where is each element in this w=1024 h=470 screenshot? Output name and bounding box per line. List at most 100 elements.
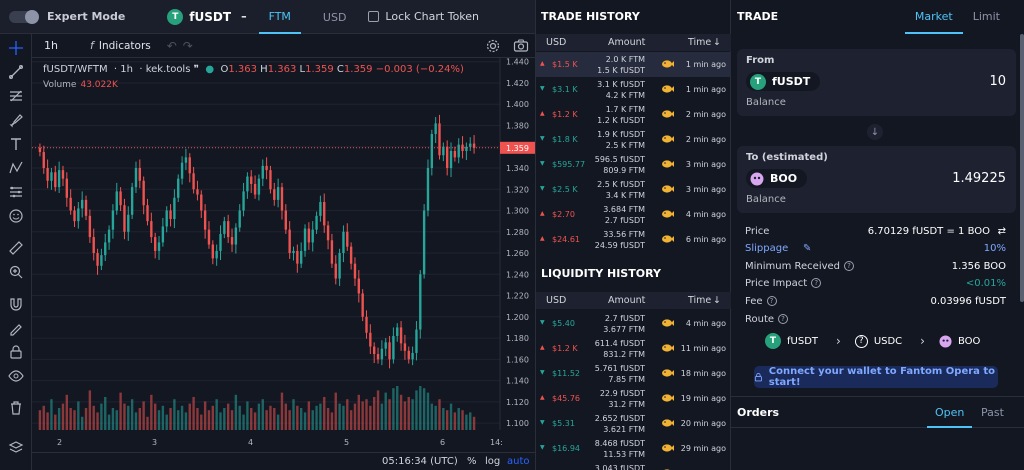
- pattern-tool-icon[interactable]: [8, 160, 24, 176]
- candlestick-chart[interactable]: 1.4401.4201.4001.3801.3601.3401.3201.300…: [32, 58, 535, 452]
- from-balance: Balance: [746, 97, 786, 108]
- to-token-selector[interactable]: BOO: [746, 169, 808, 188]
- history-row[interactable]: ▼3.043 fUSDT: [536, 461, 732, 470]
- percent-toggle[interactable]: %: [467, 456, 477, 467]
- auto-toggle[interactable]: auto: [507, 456, 530, 467]
- eye-icon[interactable]: [8, 368, 24, 384]
- brush-icon[interactable]: [8, 112, 24, 128]
- volume-bar: [161, 405, 165, 430]
- col-amount[interactable]: Amount: [608, 37, 646, 48]
- emoji-icon[interactable]: [8, 208, 24, 224]
- candle-body: [357, 278, 361, 294]
- gear-icon[interactable]: [485, 38, 501, 54]
- trend-line-icon[interactable]: [8, 64, 24, 80]
- amount-out: 809.9: [603, 166, 627, 175]
- slippage-value: 10%: [983, 243, 1006, 254]
- interval-selector[interactable]: 1h: [44, 39, 58, 52]
- help-icon[interactable]: ?: [811, 278, 822, 288]
- ruler-icon[interactable]: [8, 240, 24, 256]
- history-row[interactable]: ▲ $1.2 K 1.7 K FTM 1.2 K fUSDT 2 min ago: [536, 102, 732, 127]
- magnet-icon[interactable]: [8, 296, 24, 312]
- candle-body: [361, 293, 364, 317]
- candle-body: [346, 231, 349, 247]
- history-row[interactable]: ▼ $3.1 K 3.1 K fUSDT 4.2 K FTM 1 min ago: [536, 77, 732, 102]
- tab-market[interactable]: Market: [904, 0, 963, 34]
- amount-in: 3.1 K: [597, 80, 618, 89]
- swap-direction-icon[interactable]: ↓: [867, 124, 883, 140]
- help-icon[interactable]: ?: [778, 314, 789, 324]
- volume-bar: [388, 399, 391, 430]
- history-row[interactable]: ▲ $24.61 33.56 FTM 24.59 fUSDT 6 min ago: [536, 227, 732, 252]
- log-toggle[interactable]: log: [485, 456, 501, 467]
- unit-in: FTM: [628, 230, 645, 239]
- edit-slippage-icon[interactable]: ✎: [803, 243, 812, 254]
- time-ago: 20 min ago: [680, 419, 726, 428]
- amount-cell: 3.684 FTM 2.7 fUSDT: [603, 204, 645, 226]
- usd-value: $3.1 K: [552, 85, 578, 94]
- candle-body: [299, 250, 303, 264]
- sort-down-icon[interactable]: ↓: [713, 295, 721, 306]
- col-time[interactable]: Time: [688, 37, 712, 48]
- history-row[interactable]: ▲ $1.5 K 2.0 K FTM 1.5 K fUSDT 1 min ago: [536, 52, 732, 77]
- history-row[interactable]: ▼ $2.5 K 2.5 K fUSDT 3.4 K FTM 3 min ago: [536, 177, 732, 202]
- unit-in: fUSDT: [620, 180, 645, 189]
- min-received-value: 1.356 BOO: [951, 261, 1006, 272]
- sort-down-icon[interactable]: ↓: [713, 37, 721, 48]
- expert-mode-toggle[interactable]: [9, 9, 39, 24]
- history-row[interactable]: ▼ $1.8 K 1.9 K fUSDT 2.5 K FTM 2 min ago: [536, 127, 732, 152]
- history-row[interactable]: ▼ $11.52 5.761 fUSDT 7.85 FTM 18 min ago: [536, 361, 732, 386]
- fib-retracement-icon[interactable]: [8, 88, 24, 104]
- redo-icon[interactable]: ↷: [182, 38, 193, 53]
- stay-in-drawing-icon[interactable]: [8, 320, 24, 336]
- history-row[interactable]: ▲ $45.76 22.9 fUSDT 31.2 FTM 19 min ago: [536, 386, 732, 411]
- history-row[interactable]: ▼ $5.31 2.652 fUSDT 3.621 FTM 20 min ago: [536, 411, 732, 436]
- col-time[interactable]: Time: [688, 295, 712, 306]
- layers-icon[interactable]: [8, 440, 24, 456]
- history-row[interactable]: ▼ $595.77 596.5 fUSDT 809.9 FTM 3 min ago: [536, 152, 732, 177]
- tab-limit[interactable]: Limit: [972, 10, 1000, 23]
- tab-quote-ftm[interactable]: FTM: [258, 0, 301, 34]
- trash-icon[interactable]: [8, 400, 24, 416]
- history-row[interactable]: ▲ $2.70 3.684 FTM 2.7 fUSDT 4 min ago: [536, 202, 732, 227]
- tab-open-orders[interactable]: Open: [927, 397, 973, 428]
- invert-price-icon[interactable]: ⇄: [997, 226, 1006, 237]
- help-icon[interactable]: ?: [844, 261, 855, 271]
- from-amount-input[interactable]: 10: [989, 74, 1006, 89]
- chart-bottom-bar: 05:16:34 (UTC) % log auto: [32, 452, 535, 470]
- history-row[interactable]: ▼ $5.40 2.7 fUSDT 3.677 FTM 4 min ago: [536, 311, 732, 336]
- prediction-tool-icon[interactable]: [8, 184, 24, 200]
- col-amount[interactable]: Amount: [608, 295, 646, 306]
- to-amount-input[interactable]: 1.49225: [952, 171, 1006, 186]
- history-row[interactable]: ▲ $1.2 K 611.4 fUSDT 831.2 FTM 11 min ago: [536, 336, 732, 361]
- history-row[interactable]: ▼ $16.94 8.468 fUSDT 11.53 FTM 29 min ago: [536, 436, 732, 461]
- candle-body: [276, 187, 280, 200]
- unknown-token-icon: ?: [854, 334, 868, 348]
- crosshair-icon[interactable]: [8, 40, 24, 56]
- price-chart[interactable]: 1.4401.4201.4001.3801.3601.3401.3201.300…: [32, 58, 535, 456]
- tab-quote-usd[interactable]: USD: [322, 10, 347, 24]
- slippage-label[interactable]: Slippage: [745, 243, 789, 254]
- help-icon[interactable]: ?: [766, 296, 777, 306]
- zoom-in-icon[interactable]: [8, 264, 24, 280]
- connect-wallet-button[interactable]: Connect your wallet to Fantom Opera to s…: [754, 366, 998, 388]
- fish-icon: [662, 419, 674, 427]
- text-tool-icon[interactable]: [8, 136, 24, 152]
- camera-icon[interactable]: [513, 38, 529, 54]
- base-token-selector[interactable]: T fUSDT: [167, 8, 231, 25]
- from-token-selector[interactable]: T fUSDT: [746, 72, 821, 91]
- indicators-icon[interactable]: f: [89, 39, 94, 52]
- undo-icon[interactable]: ↶: [166, 38, 177, 53]
- indicators-button[interactable]: Indicators: [98, 39, 151, 52]
- to-label: To (estimated): [746, 152, 828, 163]
- candle-body: [238, 210, 241, 228]
- scrollbar[interactable]: [1020, 34, 1024, 302]
- orders-title: Orders: [737, 406, 780, 419]
- unit-out: FTM: [628, 425, 645, 434]
- tab-past-orders[interactable]: Past: [981, 406, 1004, 419]
- candle-body: [200, 194, 203, 211]
- lock-chart-checkbox[interactable]: [368, 11, 380, 22]
- col-usd[interactable]: USD: [546, 37, 567, 48]
- col-usd[interactable]: USD: [546, 295, 567, 306]
- lock-drawings-icon[interactable]: [8, 344, 24, 360]
- connect-wallet-label: Connect your wallet to Fantom Opera to s…: [768, 366, 996, 388]
